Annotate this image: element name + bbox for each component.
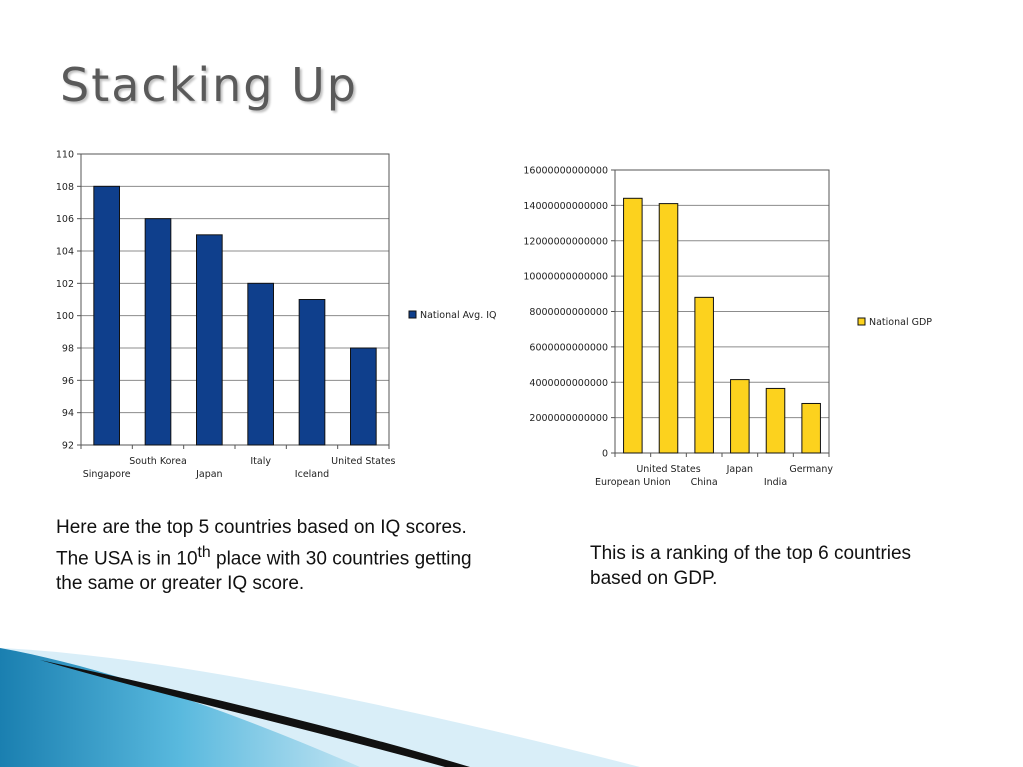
iq-bar	[196, 234, 223, 446]
iq-x-tick-label: United States	[331, 456, 395, 467]
iq-y-tick-label: 108	[56, 182, 74, 193]
gdp-x-tick-label: European Union	[595, 477, 671, 488]
iq-bar	[93, 185, 121, 446]
iq-y-tick-label: 96	[62, 376, 74, 387]
iq-y-tick-label: 106	[56, 214, 74, 225]
gdp-bar	[623, 197, 643, 454]
gdp-bar	[765, 387, 786, 454]
gdp-y-tick-label: 10000000000000	[523, 272, 608, 283]
iq-y-tick-label: 110	[56, 150, 74, 161]
iq-legend-label: National Avg. IQ	[420, 310, 497, 321]
iq-caption: Here are the top 5 countries based on IQ…	[56, 515, 496, 596]
gdp-legend-swatch	[857, 317, 866, 326]
gdp-bar	[730, 379, 750, 454]
gdp-bar	[694, 296, 714, 454]
iq-x-tick-label: Japan	[195, 469, 223, 480]
gdp-y-tick-label: 2000000000000	[529, 413, 608, 424]
gdp-caption: This is a ranking of the top 6 countries…	[590, 543, 912, 589]
iq-x-tick-label: South Korea	[129, 456, 187, 467]
gdp-x-tick-label: India	[764, 477, 787, 488]
gdp-y-tick-label: 4000000000000	[529, 378, 608, 389]
iq-y-tick-label: 98	[62, 344, 74, 355]
iq-caption-text-end: place with 30 countries getting the same…	[56, 548, 472, 595]
gdp-bar	[801, 402, 821, 454]
slide-title: Stacking Up	[60, 58, 358, 112]
iq-y-tick-label: 94	[62, 408, 74, 419]
iq-legend-swatch	[408, 310, 417, 319]
gdp-legend-label: National GDP	[869, 317, 932, 328]
iq-caption-superscript: th	[197, 544, 211, 561]
gdp-bar	[658, 203, 679, 454]
iq-x-tick-label: Italy	[250, 456, 271, 467]
iq-y-tick-label: 92	[62, 441, 74, 452]
iq-bar	[247, 282, 274, 446]
gdp-x-tick-label: Germany	[789, 464, 833, 475]
iq-x-tick-label: Iceland	[295, 469, 329, 480]
iq-caption-text: Here are the top 5 countries based on IQ…	[56, 517, 467, 570]
iq-y-tick-label: 104	[56, 247, 74, 258]
gdp-y-tick-label: 8000000000000	[529, 307, 608, 318]
iq-bar	[298, 299, 326, 446]
iq-bar	[350, 347, 377, 446]
gdp-x-tick-label: United States	[636, 464, 700, 475]
gdp-y-tick-label: 6000000000000	[529, 342, 608, 353]
iq-y-tick-label: 102	[56, 279, 74, 290]
gdp-x-tick-label: Japan	[726, 464, 754, 475]
gdp-y-tick-label: 14000000000000	[523, 201, 608, 212]
gdp-x-tick-label: China	[691, 477, 718, 488]
gdp-y-tick-label: 12000000000000	[523, 236, 608, 247]
gdp-y-tick-label: 0	[602, 449, 608, 460]
gdp-y-tick-label: 16000000000000	[523, 166, 608, 177]
iq-x-tick-label: Singapore	[83, 469, 131, 480]
iq-y-tick-label: 100	[56, 311, 74, 322]
iq-bar	[144, 218, 172, 446]
